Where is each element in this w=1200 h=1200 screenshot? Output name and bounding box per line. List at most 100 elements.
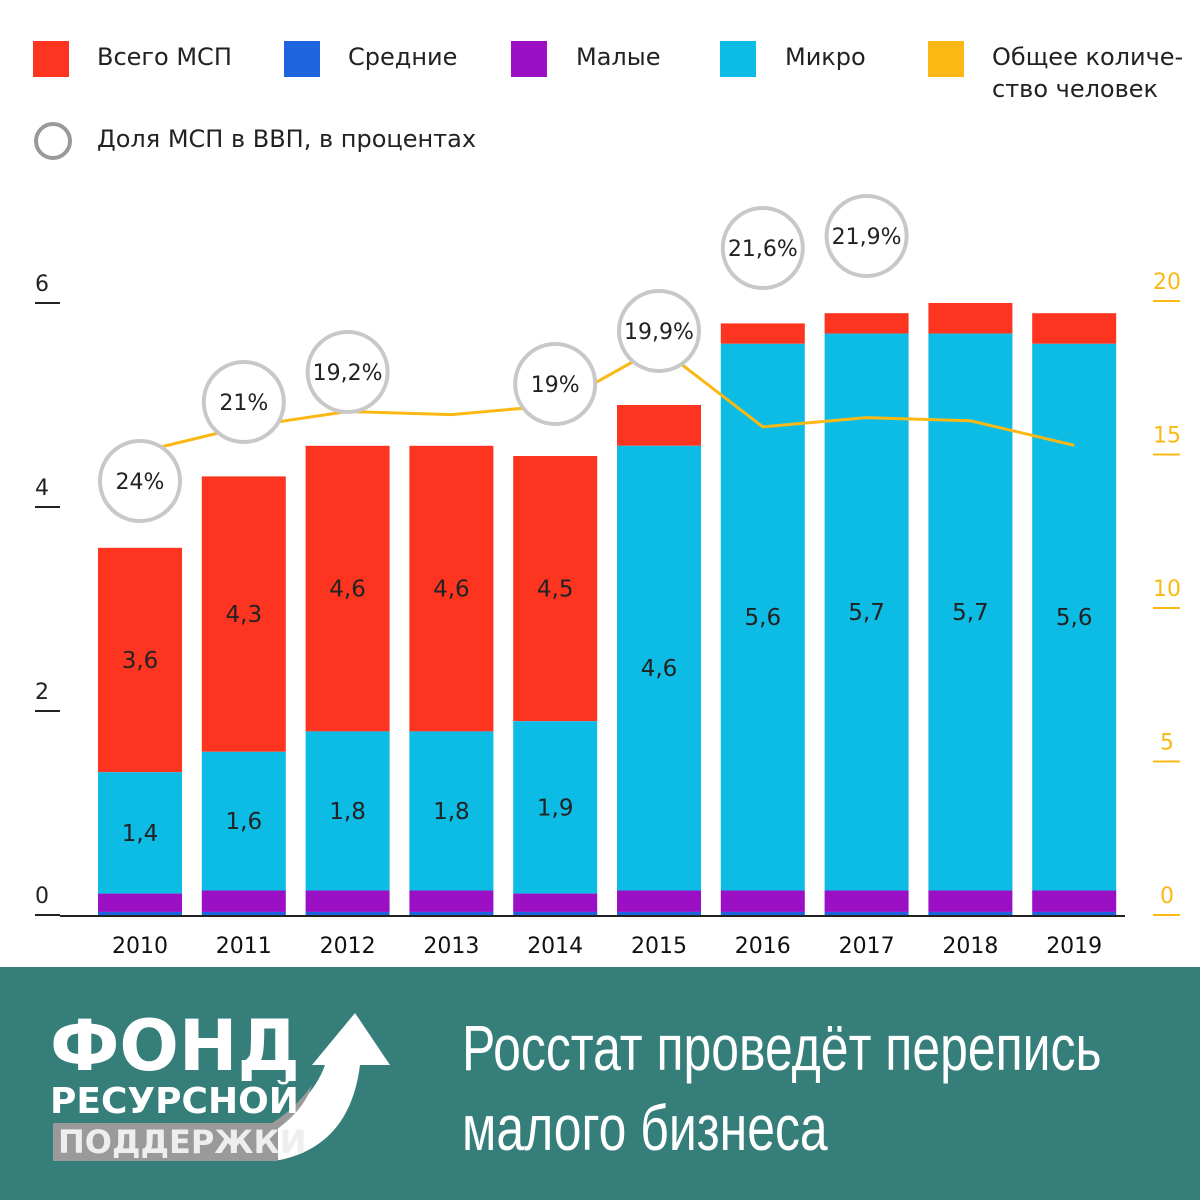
gdp-circle-2014 xyxy=(513,342,598,426)
bar-micro-2013 xyxy=(409,731,494,891)
label-micro-2011: 1,6 xyxy=(226,809,263,835)
left-axis-label: 2 xyxy=(35,680,49,705)
gdp-label-2017: 21,9% xyxy=(832,225,902,250)
svg-text:ФОНД: ФОНД xyxy=(50,1005,300,1087)
bar-total-2013 xyxy=(409,445,494,732)
legend-micro: Микро xyxy=(785,43,866,71)
bar-micro-2019 xyxy=(1032,343,1117,891)
x-tick-2016: 2016 xyxy=(735,934,791,959)
left-axis-label: 0 xyxy=(35,884,49,909)
bar-medium-2014 xyxy=(513,911,598,915)
gdp-label-2010: 24% xyxy=(116,470,165,495)
label-micro-2012: 1,8 xyxy=(329,799,366,825)
label-micro-2013: 1,8 xyxy=(433,799,470,825)
bar-medium-2016 xyxy=(720,911,805,915)
bar-micro-2012 xyxy=(305,731,390,891)
chart: 0 2 4 6 0 5 10 15 20 1,4 3,6 2010 1,6 4,3 2011 1,8 4,6 20… xyxy=(35,194,1181,959)
legend-swatch-medium xyxy=(284,41,320,77)
bar-small-2018 xyxy=(928,890,1013,912)
x-tick-2017: 2017 xyxy=(839,934,895,959)
right-axis-label: 0 xyxy=(1160,884,1174,909)
bar-total-2011 xyxy=(201,476,286,752)
bar-total-2015 xyxy=(617,405,701,446)
bar-total-2018 xyxy=(928,303,1013,334)
bar-micro-2015 xyxy=(617,445,701,891)
gdp-label-2011: 21% xyxy=(219,391,268,416)
bar-total-2017 xyxy=(824,313,909,334)
bar-small-2017 xyxy=(824,890,909,912)
bar-medium-2018 xyxy=(928,911,1013,915)
label-micro-2016: 5,6 xyxy=(745,605,782,631)
bar-medium-2013 xyxy=(409,911,494,915)
gdp-circle-2012 xyxy=(305,330,390,414)
gdp-label-2016: 21,6% xyxy=(728,237,798,262)
bar-small-2016 xyxy=(720,890,805,912)
headline-line-1: Росстат проведёт перепись xyxy=(462,1012,1102,1084)
label-micro-2010: 1,4 xyxy=(122,821,159,847)
label-micro-2018: 5,7 xyxy=(952,600,989,626)
bar-small-2015 xyxy=(617,890,701,912)
label-total-2010: 3,6 xyxy=(122,648,159,674)
bar-medium-2017 xyxy=(824,911,909,915)
bar-micro-2010 xyxy=(98,772,182,894)
headline-line-2: малого бизнеса xyxy=(462,1092,828,1164)
label-micro-2017: 5,7 xyxy=(848,600,885,626)
legend-total: Всего МСП xyxy=(97,43,232,71)
label-micro-2015: 4,6 xyxy=(641,656,678,682)
bar-medium-2010 xyxy=(98,911,182,915)
label-micro-2014: 1,9 xyxy=(537,795,574,821)
label-total-2011: 4,3 xyxy=(226,602,263,628)
bar-micro-2011 xyxy=(201,751,286,891)
legend-people-2: ство человек xyxy=(992,75,1159,103)
left-axis-label: 6 xyxy=(35,272,49,297)
headline: Росстат проведёт перепись малого бизнеса xyxy=(462,1008,1102,1168)
bar-micro-2016 xyxy=(720,343,805,891)
x-tick-2014: 2014 xyxy=(527,934,583,959)
svg-text:ПОДДЕРЖКИ: ПОДДЕРЖКИ xyxy=(58,1123,306,1161)
footer xyxy=(0,967,1200,1200)
legend-swatch-total xyxy=(33,41,69,77)
legend-swatch-gdp xyxy=(34,122,72,160)
bar-small-2019 xyxy=(1032,890,1117,912)
gdp-circle-2017 xyxy=(824,194,909,278)
bar-medium-2015 xyxy=(617,911,701,915)
legend-small: Малые xyxy=(576,43,661,71)
right-axis-label: 15 xyxy=(1153,424,1181,449)
bar-total-2012 xyxy=(305,445,390,732)
x-tick-2012: 2012 xyxy=(320,934,376,959)
bar-small-2012 xyxy=(305,890,390,912)
label-total-2014: 4,5 xyxy=(537,577,574,603)
legend-swatch-small xyxy=(511,41,547,77)
bar-small-2013 xyxy=(409,890,494,912)
legend-people: Общее количе- xyxy=(992,43,1184,71)
gdp-circle-2010 xyxy=(98,439,182,523)
left-axis-label: 4 xyxy=(35,476,49,501)
legend-medium: Средние xyxy=(348,43,458,71)
bar-micro-2017 xyxy=(824,333,909,891)
right-axis-label: 10 xyxy=(1153,577,1181,602)
line-people xyxy=(154,345,1075,450)
x-tick-2019: 2019 xyxy=(1046,934,1102,959)
bar-small-2014 xyxy=(513,893,598,912)
bar-medium-2012 xyxy=(305,911,390,915)
bar-small-2011 xyxy=(201,890,286,912)
legend-gdp: Доля МСП в ВВП, в процентах xyxy=(97,125,477,153)
bar-micro-2014 xyxy=(513,721,598,894)
x-tick-2011: 2011 xyxy=(216,934,272,959)
label-micro-2019: 5,6 xyxy=(1056,605,1093,631)
bar-total-2019 xyxy=(1032,313,1117,344)
gdp-label-2015: 19,9% xyxy=(624,320,694,345)
gdp-label-2014: 19% xyxy=(531,373,580,398)
gdp-circle-2011 xyxy=(201,360,286,444)
bar-small-2010 xyxy=(98,893,182,912)
logo: ФОНД РЕСУРСНОЙ ПОДДЕРЖКИ xyxy=(50,1005,390,1161)
legend-swatch-people xyxy=(928,41,964,77)
label-total-2012: 4,6 xyxy=(329,577,366,603)
bar-medium-2019 xyxy=(1032,911,1117,915)
bar-medium-2011 xyxy=(201,911,286,915)
right-axis-label: 20 xyxy=(1153,270,1181,295)
legend-swatch-micro xyxy=(720,41,756,77)
label-total-2013: 4,6 xyxy=(433,577,470,603)
gdp-circle-2016 xyxy=(720,206,805,290)
x-tick-2018: 2018 xyxy=(942,934,998,959)
